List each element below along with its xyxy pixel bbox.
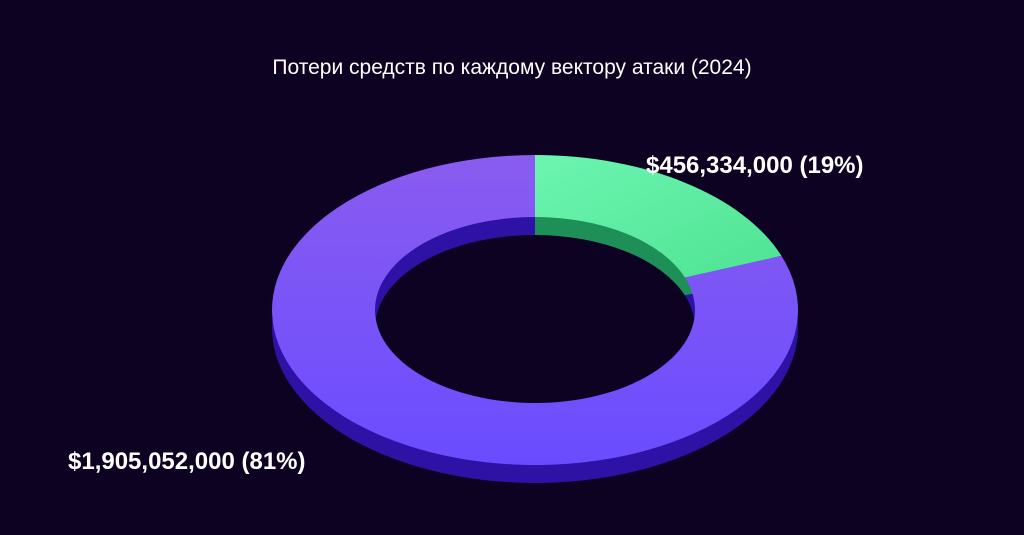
donut-slice-purple [272,155,799,466]
chart-title: Потери средств по каждому вектору атаки … [272,56,752,79]
donut-labels: $456,334,000 (19%) $1,905,052,000 (81%) [68,152,864,475]
slice-label-purple: $1,905,052,000 (81%) [68,448,306,475]
donut-slice-green [535,155,782,278]
donut-tops [272,155,799,466]
slice-label-green: $456,334,000 (19%) [646,152,864,179]
